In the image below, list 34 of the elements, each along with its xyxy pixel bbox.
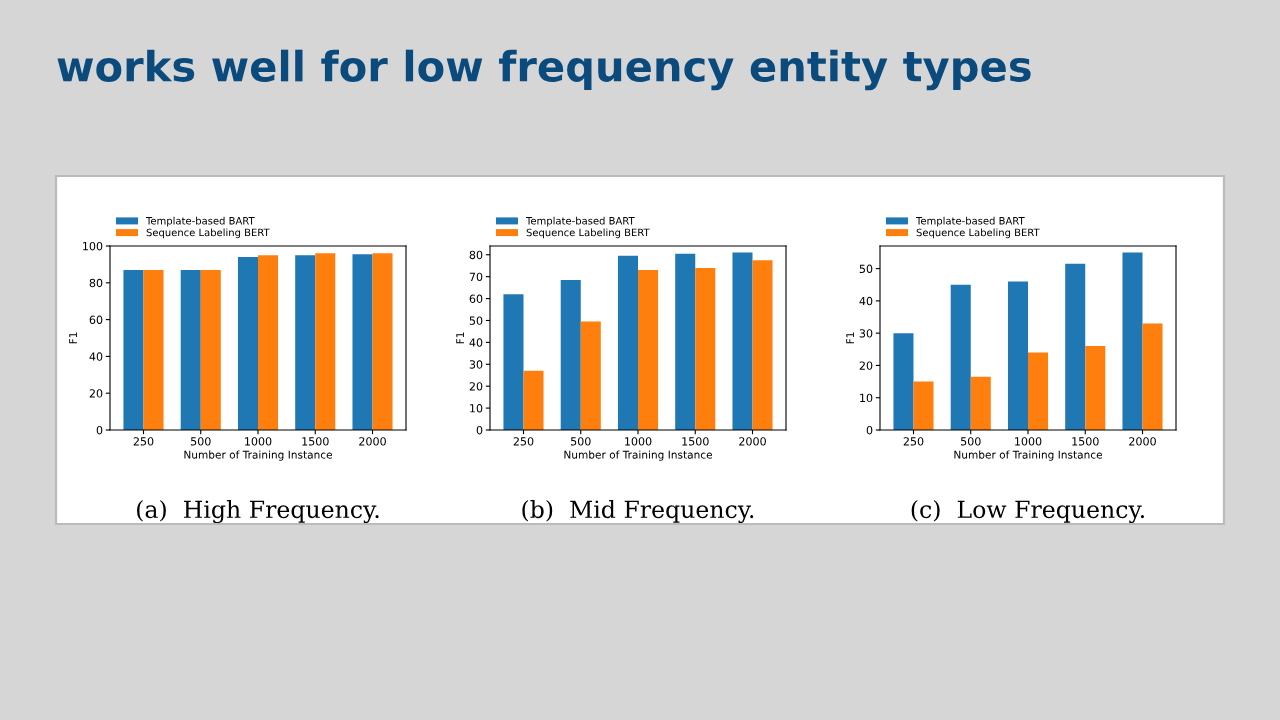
bar bbox=[560, 279, 581, 430]
text: (c) Low Frequency. bbox=[911, 499, 1144, 524]
bar bbox=[675, 253, 696, 430]
text: works well for low frequency entity types bbox=[57, 49, 1031, 91]
bar bbox=[523, 370, 544, 430]
bar bbox=[1122, 252, 1143, 430]
bar bbox=[695, 267, 716, 430]
bar bbox=[200, 269, 221, 430]
bar bbox=[970, 376, 991, 430]
bar bbox=[617, 255, 638, 430]
bar bbox=[1007, 281, 1028, 430]
bar bbox=[893, 333, 914, 430]
bar bbox=[258, 255, 279, 430]
bar bbox=[503, 294, 524, 430]
text: (a) High Frequency. bbox=[137, 499, 379, 524]
bar bbox=[1085, 346, 1106, 430]
bar bbox=[352, 254, 373, 430]
bar bbox=[372, 253, 393, 430]
bar bbox=[638, 270, 659, 430]
bar bbox=[580, 321, 601, 430]
bar bbox=[315, 253, 336, 430]
bar bbox=[950, 284, 971, 430]
bar bbox=[913, 381, 934, 430]
bar bbox=[1142, 323, 1163, 430]
bar bbox=[1065, 263, 1086, 430]
text: (b) Mid Frequency. bbox=[522, 499, 754, 524]
bar bbox=[732, 252, 753, 430]
bar bbox=[180, 269, 201, 430]
bar bbox=[752, 260, 773, 430]
bar bbox=[1028, 352, 1049, 430]
bar bbox=[123, 269, 144, 430]
bar bbox=[295, 255, 316, 430]
bar bbox=[143, 269, 164, 430]
bar bbox=[237, 257, 258, 430]
